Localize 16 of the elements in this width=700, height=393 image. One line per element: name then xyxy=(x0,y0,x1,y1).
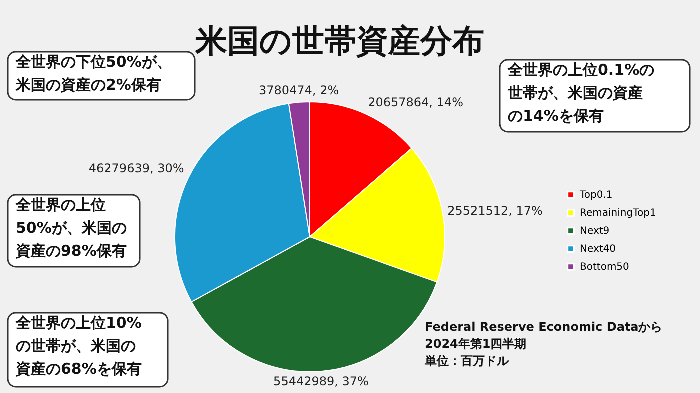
text: Federal Reserve Economic Dataから2024年第1四半期単位：百万ドル xyxy=(424,320,663,368)
legend-label: RemainingTop1 xyxy=(580,208,656,219)
data-label: 20657864, 14% xyxy=(368,96,464,110)
data-label: 3780474, 2% xyxy=(258,83,340,98)
text: 全世界の上位0.1%の世帯が、米国の資産の14%を保有 xyxy=(507,61,655,125)
text: 全世界の下位50%が、米国の資産の2%保有 xyxy=(15,53,172,94)
data-label: 46279639, 30% xyxy=(88,161,184,176)
legend-label: Next40 xyxy=(580,244,616,255)
data-label: 25521512, 17% xyxy=(448,204,543,218)
text: 全世界の上位50%が、米国の資産の98%保有 xyxy=(15,196,127,260)
text: 全世界の上位10%の世帯が、米国の資産の68%を保有 xyxy=(15,314,142,378)
data-label: 55442989, 37% xyxy=(274,374,369,389)
legend-label: Top0.1 xyxy=(579,190,613,201)
chart-title: 米国の世帯資産分布 xyxy=(194,22,484,60)
legend-label: Bottom50 xyxy=(580,262,630,273)
legend-label: Next9 xyxy=(580,226,610,237)
